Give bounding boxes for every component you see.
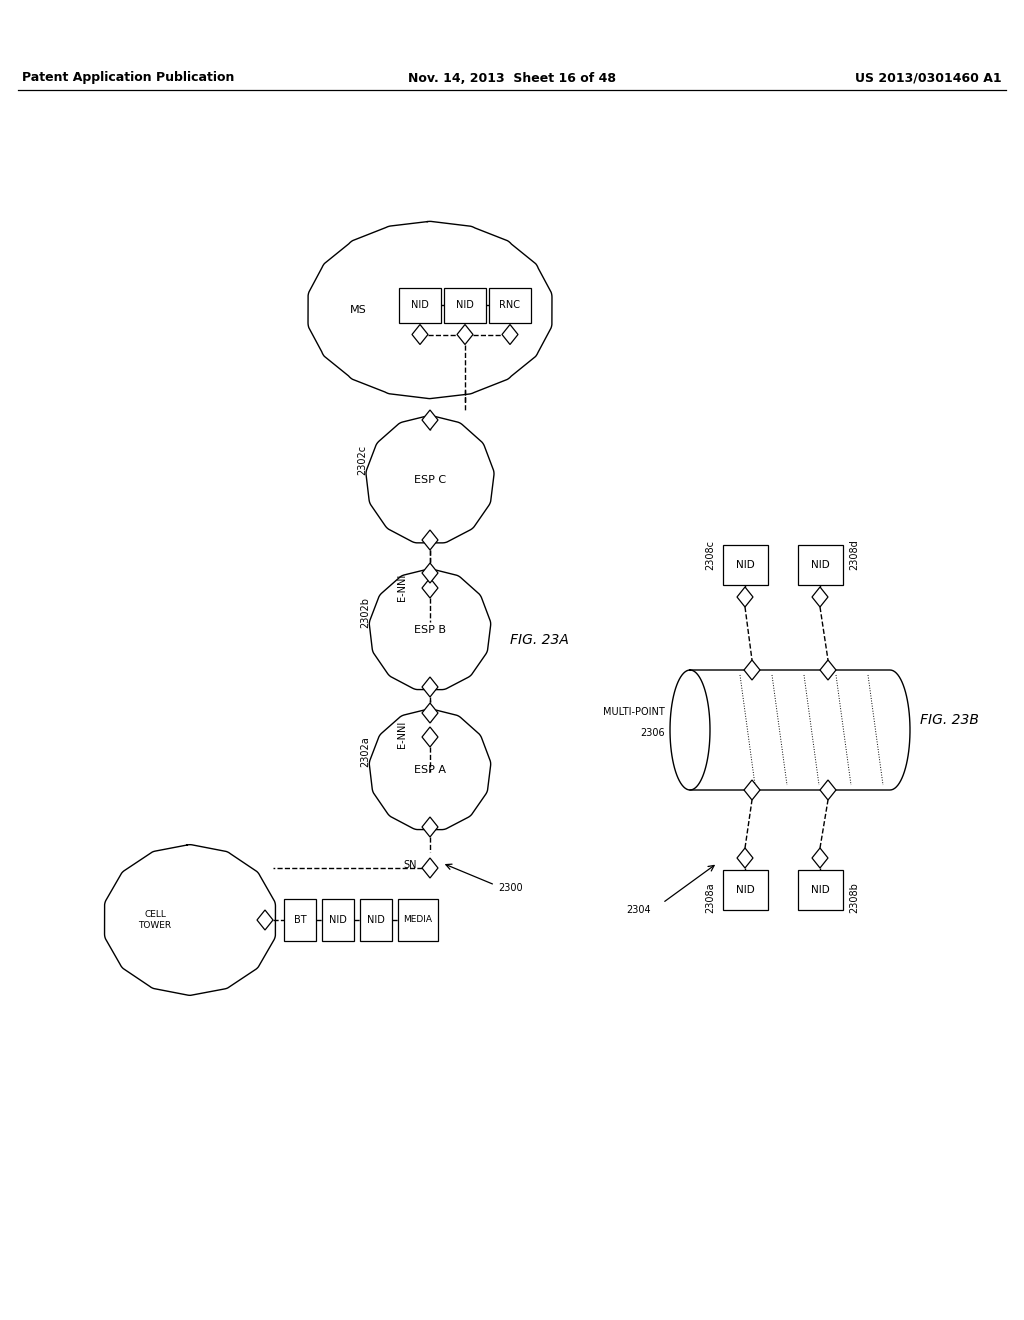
Text: 2304: 2304 — [626, 906, 650, 915]
Bar — [798, 870, 843, 909]
Text: Nov. 14, 2013  Sheet 16 of 48: Nov. 14, 2013 Sheet 16 of 48 — [408, 71, 616, 84]
Text: NID: NID — [456, 300, 474, 310]
Text: 2308d: 2308d — [850, 540, 859, 570]
Text: 2308a: 2308a — [706, 883, 716, 913]
Bar — [723, 545, 768, 585]
Bar — [798, 545, 843, 585]
Polygon shape — [502, 325, 518, 345]
Text: NID: NID — [811, 560, 829, 570]
Polygon shape — [670, 671, 910, 789]
Text: 2302a: 2302a — [360, 737, 370, 767]
Text: MEDIA: MEDIA — [403, 916, 432, 924]
Polygon shape — [257, 909, 273, 931]
Text: E-NNI: E-NNI — [397, 573, 407, 601]
Polygon shape — [422, 411, 438, 430]
Text: 2308b: 2308b — [850, 883, 859, 913]
Polygon shape — [422, 578, 438, 598]
Bar — [360, 899, 392, 941]
Text: NID: NID — [411, 300, 429, 310]
Polygon shape — [422, 531, 438, 550]
Text: NID: NID — [329, 915, 347, 925]
Text: 2302c: 2302c — [357, 445, 367, 475]
Polygon shape — [737, 587, 753, 607]
Polygon shape — [422, 704, 438, 723]
Polygon shape — [422, 817, 438, 837]
Bar — [284, 899, 316, 941]
Polygon shape — [422, 564, 438, 583]
Polygon shape — [308, 222, 552, 399]
Text: BT: BT — [294, 915, 306, 925]
Polygon shape — [744, 780, 760, 800]
Polygon shape — [812, 847, 828, 869]
Text: NID: NID — [735, 884, 755, 895]
Text: CELL
TOWER: CELL TOWER — [138, 911, 172, 929]
Text: NID: NID — [367, 915, 385, 925]
Polygon shape — [737, 847, 753, 869]
Bar — [322, 899, 354, 941]
Text: SN: SN — [403, 861, 417, 870]
Text: US 2013/0301460 A1: US 2013/0301460 A1 — [855, 71, 1002, 84]
Polygon shape — [422, 727, 438, 747]
Polygon shape — [422, 677, 438, 697]
Text: FIG. 23A: FIG. 23A — [510, 634, 569, 647]
Text: MULTI-POINT: MULTI-POINT — [603, 708, 665, 717]
Bar — [444, 288, 486, 322]
Polygon shape — [104, 845, 275, 995]
Polygon shape — [744, 660, 760, 680]
Bar — [399, 288, 441, 322]
Text: E-NNI: E-NNI — [397, 721, 407, 747]
Text: NID: NID — [735, 560, 755, 570]
Bar — [723, 870, 768, 909]
Text: 2302b: 2302b — [360, 597, 370, 627]
Text: FIG. 23B: FIG. 23B — [920, 713, 979, 727]
Text: 2300: 2300 — [498, 883, 522, 894]
Polygon shape — [812, 587, 828, 607]
Text: MS: MS — [349, 305, 367, 315]
Polygon shape — [422, 858, 438, 878]
Text: NID: NID — [811, 884, 829, 895]
Bar — [398, 899, 438, 941]
Polygon shape — [366, 416, 494, 543]
Polygon shape — [412, 325, 428, 345]
Text: 2306: 2306 — [640, 729, 665, 738]
Text: ESP B: ESP B — [414, 624, 446, 635]
Polygon shape — [370, 709, 490, 830]
Polygon shape — [820, 780, 836, 800]
Text: ESP A: ESP A — [414, 766, 446, 775]
Text: 2308c: 2308c — [706, 540, 716, 570]
Polygon shape — [820, 660, 836, 680]
Polygon shape — [370, 569, 490, 689]
Text: ESP C: ESP C — [414, 475, 446, 484]
Text: Patent Application Publication: Patent Application Publication — [22, 71, 234, 84]
Bar — [489, 288, 531, 322]
Text: RNC: RNC — [500, 300, 520, 310]
Polygon shape — [457, 325, 473, 345]
